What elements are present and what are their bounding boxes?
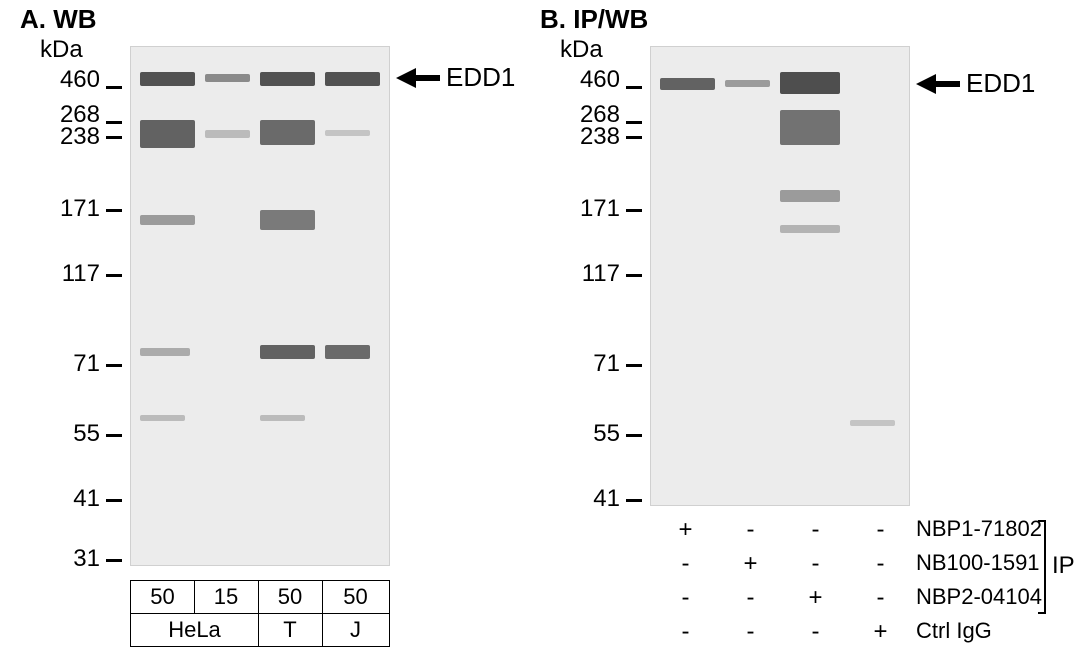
lane-load-2: 15 (194, 580, 259, 614)
lane-load-3: 50 (258, 580, 323, 614)
ip-bracket-tick (1038, 612, 1046, 614)
tick-icon (106, 274, 122, 277)
arrow-left-icon (396, 68, 416, 88)
panel-b-mw-55: 55 (584, 420, 620, 448)
ip-sym: - (853, 550, 908, 578)
lane-load-4: 50 (322, 580, 390, 614)
ip-sym: + (658, 516, 713, 544)
ip-sym: + (853, 618, 908, 646)
panel-a-mw-55: 55 (64, 420, 100, 448)
panel-a-mw-71: 71 (64, 350, 100, 378)
arrow-line (414, 75, 440, 81)
lane-cell-t: T (258, 613, 323, 647)
ip-sym: - (723, 618, 778, 646)
tick-icon (106, 209, 122, 212)
tick-icon (106, 86, 122, 89)
tick-icon (106, 121, 122, 124)
ip-sym: - (658, 550, 713, 578)
panel-a-mw-117: 117 (50, 260, 100, 288)
tick-icon (626, 86, 642, 89)
ip-antibody-label: NBP2-04104 (916, 584, 1042, 610)
blot-band (140, 215, 195, 225)
tick-icon (106, 364, 122, 367)
tick-icon (626, 364, 642, 367)
blot-band (260, 120, 315, 145)
lane-cell-j: J (322, 613, 390, 647)
blot-band (205, 130, 250, 138)
tick-icon (626, 136, 642, 139)
ip-sym: - (853, 584, 908, 612)
blot-band (725, 80, 770, 87)
blot-band (780, 110, 840, 145)
blot-band (205, 74, 250, 82)
arrow-left-icon (916, 74, 936, 94)
ip-sym: - (788, 516, 843, 544)
tick-icon (626, 274, 642, 277)
lane-load-1: 50 (130, 580, 195, 614)
panel-b-mw-238: 238 (570, 123, 620, 151)
ip-sym: - (658, 618, 713, 646)
panel-b-target-label: EDD1 (966, 68, 1035, 99)
blot-band (260, 210, 315, 230)
tick-icon (106, 136, 122, 139)
panel-a-mw-460: 460 (50, 66, 100, 94)
ip-sym: + (788, 584, 843, 612)
blot-band (140, 348, 190, 356)
blot-band (140, 72, 195, 86)
ip-bracket-label: IP (1052, 552, 1075, 580)
ip-sym: - (788, 550, 843, 578)
ip-bracket-tick (1038, 520, 1046, 522)
ip-antibody-label: Ctrl IgG (916, 618, 992, 644)
ip-sym: - (723, 584, 778, 612)
panel-a: A. WB kDa 460 268 238 171 117 71 55 41 3… (20, 0, 520, 660)
panel-b: B. IP/WB kDa 460 268 238 171 117 71 55 4… (540, 0, 1080, 660)
ip-sym: - (853, 516, 908, 544)
blot-band (325, 72, 380, 86)
tick-icon (626, 121, 642, 124)
ip-sym: - (658, 584, 713, 612)
blot-band (260, 415, 305, 421)
panel-a-title: A. WB (20, 4, 97, 35)
ip-bracket-line (1044, 520, 1046, 614)
panel-a-mw-31: 31 (64, 545, 100, 573)
panel-b-mw-117: 117 (570, 260, 620, 288)
lane-cell-hela: HeLa (130, 613, 259, 647)
ip-antibody-label: NB100-1591 (916, 550, 1040, 576)
panel-b-mw-71: 71 (584, 350, 620, 378)
tick-icon (106, 559, 122, 562)
blot-band (780, 72, 840, 94)
blot-band (260, 72, 315, 86)
blot-band (850, 420, 895, 426)
ip-sym: + (723, 550, 778, 578)
panel-b-title: B. IP/WB (540, 4, 648, 35)
ip-sym: - (788, 618, 843, 646)
panel-b-mw-41: 41 (584, 485, 620, 513)
panel-a-kda-label: kDa (40, 36, 83, 64)
blot-band (660, 78, 715, 90)
tick-icon (626, 434, 642, 437)
blot-band (780, 225, 840, 233)
panel-a-mw-171: 171 (50, 195, 100, 223)
panel-a-target-label: EDD1 (446, 62, 515, 93)
blot-band (140, 415, 185, 421)
panel-b-mw-171: 171 (570, 195, 620, 223)
panel-a-mw-238: 238 (50, 123, 100, 151)
blot-band (140, 120, 195, 148)
panel-a-mw-41: 41 (64, 485, 100, 513)
tick-icon (106, 499, 122, 502)
tick-icon (106, 434, 122, 437)
blot-band (325, 345, 370, 359)
panel-b-kda-label: kDa (560, 36, 603, 64)
ip-sym: - (723, 516, 778, 544)
ip-antibody-label: NBP1-71802 (916, 516, 1042, 542)
blot-band (325, 130, 370, 136)
blot-band (260, 345, 315, 359)
panel-b-mw-460: 460 (570, 66, 620, 94)
tick-icon (626, 209, 642, 212)
arrow-line (934, 81, 960, 87)
tick-icon (626, 499, 642, 502)
blot-band (780, 190, 840, 202)
